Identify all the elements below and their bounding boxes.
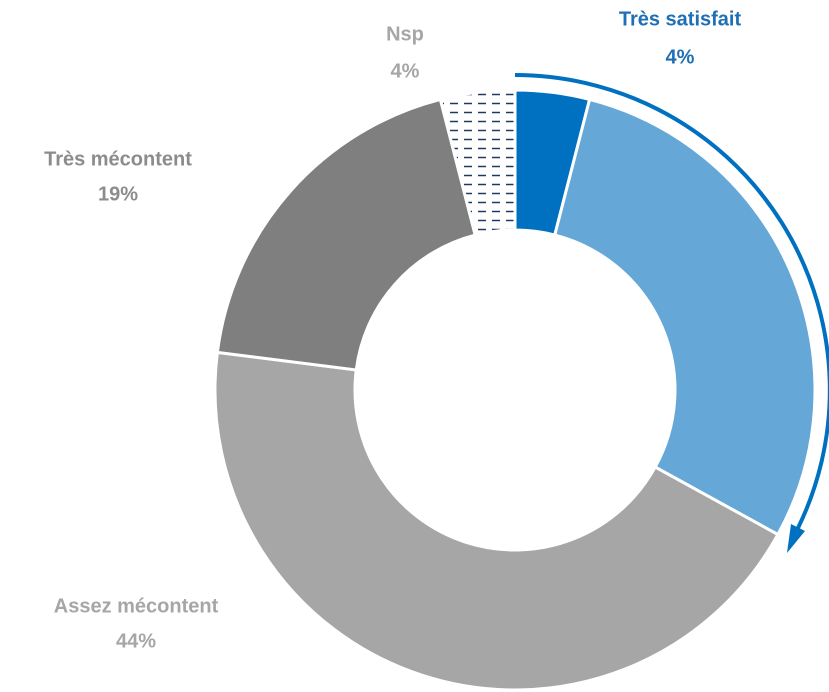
arrow-arc — [514, 73, 829, 529]
donut-segment — [213, 350, 780, 692]
value-label: 19% — [98, 183, 138, 205]
donut-segment — [215, 97, 478, 372]
arrow-head — [787, 524, 805, 553]
donut-segment — [552, 97, 817, 537]
value-label: 44% — [116, 630, 156, 652]
category-label: Assez mécontent — [54, 595, 219, 617]
category-label: Très satisfait — [619, 8, 742, 30]
value-label: 4% — [666, 46, 695, 68]
donut-segment — [438, 88, 517, 237]
category-label: Nsp — [386, 23, 424, 45]
category-label: Très mécontent — [44, 148, 192, 170]
value-label: 4% — [391, 60, 420, 82]
